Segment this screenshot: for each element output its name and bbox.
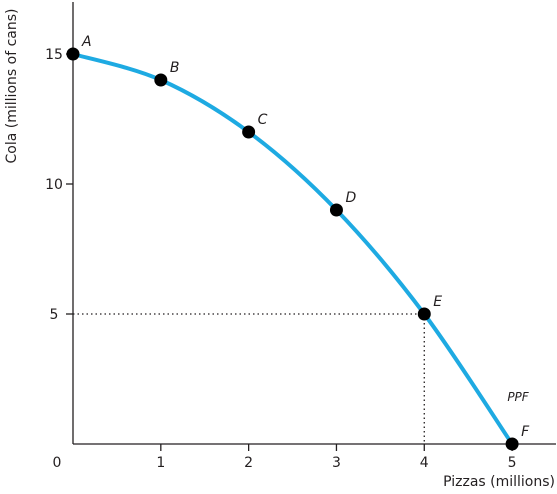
axis-ticks: 1 2 3 4 5 5 10 15 xyxy=(45,47,516,471)
x-tick-label: 5 xyxy=(508,455,517,471)
data-points: A B C D E F xyxy=(66,34,530,451)
x-tick-label: 1 xyxy=(156,455,165,471)
x-tick-label: 3 xyxy=(332,455,341,471)
point-a-label: A xyxy=(81,34,92,50)
guide-lines xyxy=(73,313,425,444)
point-d-label: D xyxy=(345,190,356,206)
point-e-label: E xyxy=(433,294,442,310)
point-b-label: B xyxy=(170,60,180,76)
x-axis-title: Pizzas (millions) xyxy=(443,474,555,490)
y-tick-label: 15 xyxy=(45,47,63,63)
x-tick-label: 2 xyxy=(244,455,253,471)
point-c-label: C xyxy=(258,112,268,128)
point-d-marker xyxy=(329,203,343,217)
point-e-marker xyxy=(417,307,431,321)
axes xyxy=(72,2,556,445)
y-axis-title: Cola (millions of cans) xyxy=(4,9,20,164)
ppf-curve xyxy=(71,52,515,446)
point-f-label: F xyxy=(521,424,530,440)
y-tick-label: 10 xyxy=(45,177,63,193)
point-b-marker xyxy=(154,73,168,87)
curve-label: PPF xyxy=(507,390,529,404)
origin-label: 0 xyxy=(53,455,62,471)
point-c-marker xyxy=(242,125,256,139)
point-a-marker xyxy=(66,47,80,61)
y-tick-label: 5 xyxy=(50,307,59,323)
point-f-marker xyxy=(505,437,519,451)
x-tick-label: 4 xyxy=(420,455,429,471)
